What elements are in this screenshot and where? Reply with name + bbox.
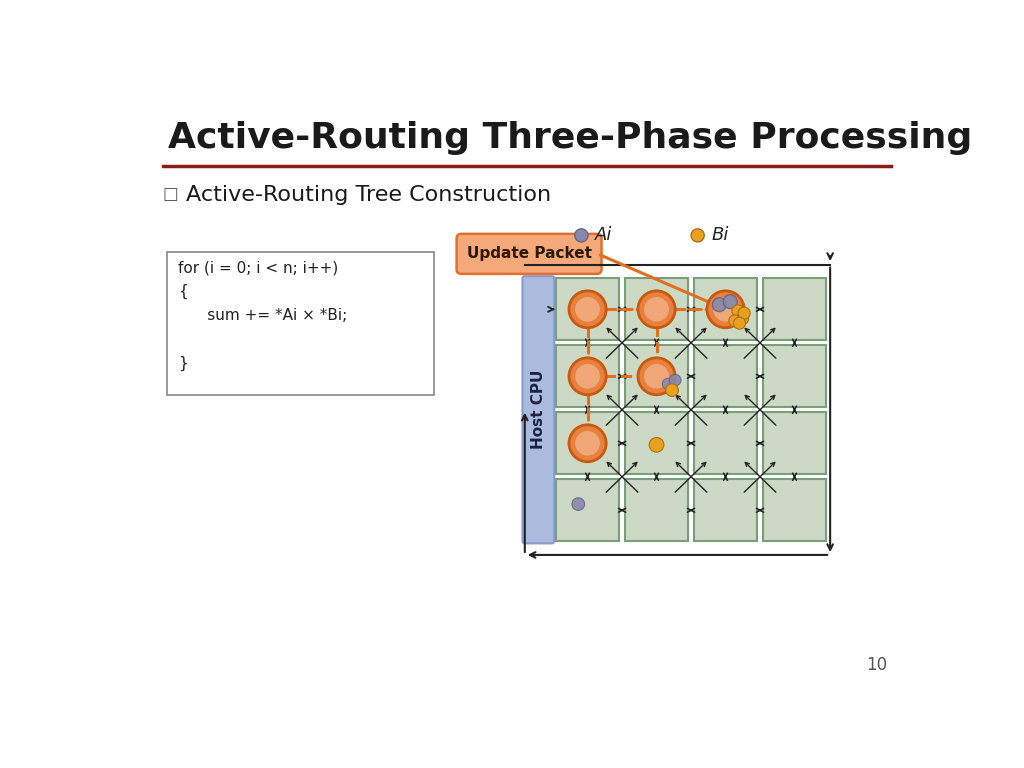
Circle shape xyxy=(572,498,585,511)
Circle shape xyxy=(733,317,745,329)
FancyBboxPatch shape xyxy=(556,412,620,474)
FancyBboxPatch shape xyxy=(556,479,620,541)
Circle shape xyxy=(574,229,588,242)
FancyBboxPatch shape xyxy=(763,279,826,340)
FancyBboxPatch shape xyxy=(625,346,688,407)
FancyBboxPatch shape xyxy=(693,279,758,340)
Circle shape xyxy=(569,291,606,328)
Circle shape xyxy=(691,229,705,242)
Circle shape xyxy=(575,431,600,455)
FancyBboxPatch shape xyxy=(167,253,434,395)
Circle shape xyxy=(638,358,675,395)
Circle shape xyxy=(732,305,744,317)
Circle shape xyxy=(575,364,600,389)
FancyBboxPatch shape xyxy=(625,479,688,541)
Text: Update Packet: Update Packet xyxy=(467,247,592,261)
Circle shape xyxy=(736,313,749,325)
Text: Active-Routing Three-Phase Processing: Active-Routing Three-Phase Processing xyxy=(168,121,973,155)
Circle shape xyxy=(644,297,669,322)
FancyBboxPatch shape xyxy=(763,412,826,474)
Circle shape xyxy=(575,297,600,322)
Circle shape xyxy=(666,384,679,396)
Circle shape xyxy=(569,425,606,462)
FancyBboxPatch shape xyxy=(693,479,758,541)
Text: 10: 10 xyxy=(866,657,888,674)
Text: Ai: Ai xyxy=(595,227,612,244)
FancyBboxPatch shape xyxy=(457,233,601,274)
Text: Bi: Bi xyxy=(712,227,729,244)
Circle shape xyxy=(670,374,681,386)
FancyBboxPatch shape xyxy=(625,412,688,474)
FancyBboxPatch shape xyxy=(693,412,758,474)
Circle shape xyxy=(738,307,751,319)
Circle shape xyxy=(663,378,674,390)
Circle shape xyxy=(723,295,737,309)
Text: Active-Routing Tree Construction: Active-Routing Tree Construction xyxy=(186,184,551,204)
FancyBboxPatch shape xyxy=(763,346,826,407)
Circle shape xyxy=(569,358,606,395)
FancyBboxPatch shape xyxy=(556,346,620,407)
Text: □: □ xyxy=(163,184,178,203)
Circle shape xyxy=(729,315,741,327)
FancyBboxPatch shape xyxy=(763,479,826,541)
Circle shape xyxy=(638,291,675,328)
Circle shape xyxy=(644,364,669,389)
Circle shape xyxy=(649,438,664,452)
FancyBboxPatch shape xyxy=(522,276,554,544)
Circle shape xyxy=(707,291,744,328)
FancyBboxPatch shape xyxy=(625,279,688,340)
Circle shape xyxy=(713,298,726,312)
Text: Host CPU: Host CPU xyxy=(530,370,546,449)
Circle shape xyxy=(713,297,738,322)
FancyBboxPatch shape xyxy=(556,279,620,340)
Text: for (i = 0; i < n; i++)
{
      sum += *Ai × *Bi;

}: for (i = 0; i < n; i++) { sum += *Ai × *… xyxy=(178,260,347,372)
FancyBboxPatch shape xyxy=(693,346,758,407)
